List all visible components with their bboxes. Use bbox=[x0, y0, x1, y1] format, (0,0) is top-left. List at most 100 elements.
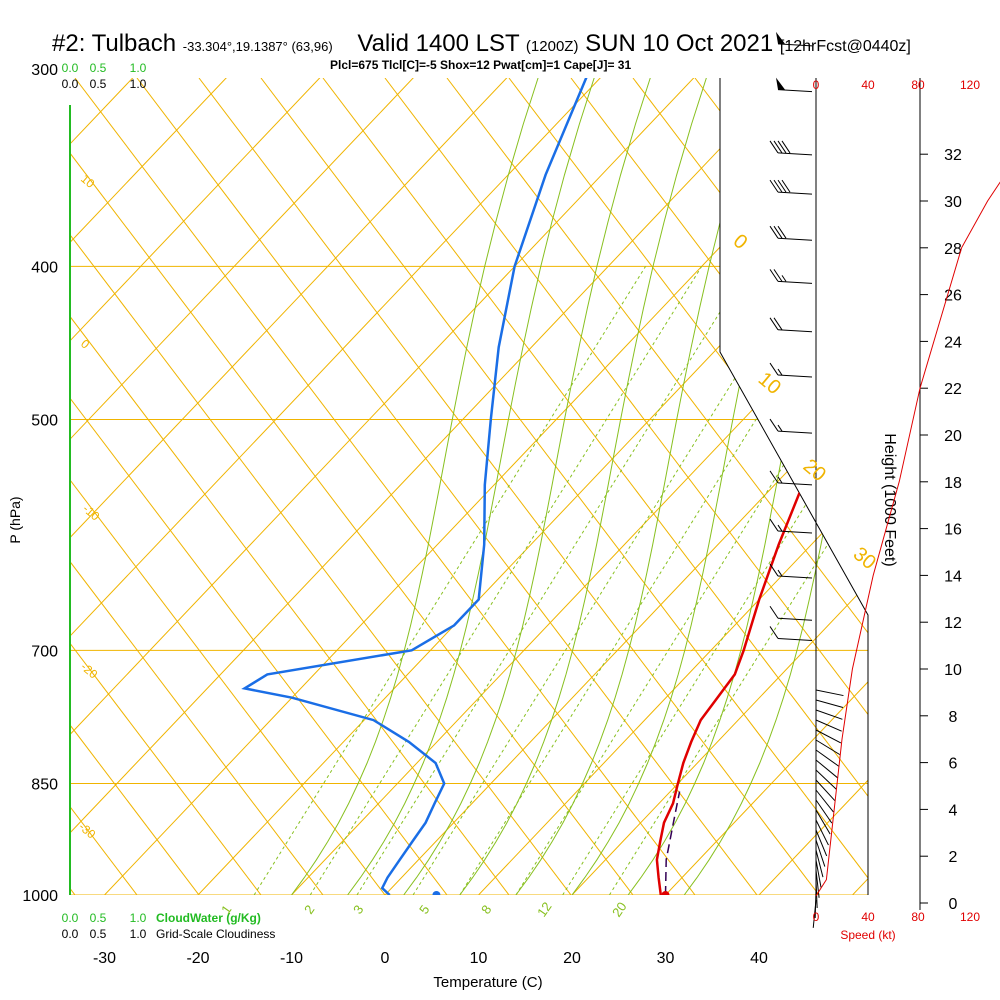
wind-barb-full bbox=[777, 140, 787, 154]
temperature-profile-line bbox=[655, 78, 868, 895]
skewed-guide-line bbox=[758, 78, 868, 895]
station-title: #2: Tulbach bbox=[52, 30, 177, 57]
dry-adiabat-line bbox=[70, 78, 138, 895]
cloud-scale-top-green: 0.5 bbox=[90, 61, 107, 75]
wind-barb-staff bbox=[777, 237, 813, 241]
dry-adiabat-line bbox=[70, 78, 448, 895]
skewed-guide-line bbox=[571, 78, 868, 895]
height-tick-label: 4 bbox=[949, 802, 958, 819]
height-tick-label: 28 bbox=[944, 241, 962, 258]
wind-barb-low bbox=[815, 729, 842, 744]
pressure-tick-label: 1000 bbox=[22, 888, 58, 905]
wind-barb-low bbox=[815, 739, 841, 756]
height-tick-label: 24 bbox=[944, 334, 962, 351]
cloud-scale-top-green: 0.0 bbox=[62, 61, 79, 75]
wind-barb bbox=[769, 470, 813, 486]
chart-header: #2: Tulbach -33.304°,19.1387° (63,96) Va… bbox=[52, 30, 911, 58]
height-tick-label: 18 bbox=[944, 475, 962, 492]
wind-barb-half bbox=[777, 368, 783, 376]
skewed-guide-line bbox=[70, 78, 354, 895]
speed-tick-bottom: 0 bbox=[813, 910, 820, 924]
wind-barb-low bbox=[815, 689, 844, 697]
wind-barb-staff bbox=[777, 152, 813, 156]
wind-barb-half bbox=[777, 524, 783, 532]
wind-barb-full bbox=[769, 362, 779, 376]
wind-barb-pennant bbox=[776, 31, 785, 44]
skewed-guide-line bbox=[70, 78, 448, 895]
moist-adiabat-line bbox=[347, 78, 644, 895]
wind-barb-full bbox=[769, 605, 779, 619]
zulu-time: (1200Z) bbox=[525, 38, 579, 55]
wind-speed-line bbox=[815, 181, 1000, 897]
x-axis-title: Temperature (C) bbox=[433, 974, 542, 991]
wind-barb-full bbox=[769, 418, 779, 432]
wind-barb-half bbox=[777, 476, 783, 484]
dry-adiabat-line bbox=[70, 78, 510, 895]
mixing-ratio-label: 5 bbox=[416, 902, 432, 917]
surface-temperature-dot bbox=[661, 891, 670, 895]
height-tick-label: 30 bbox=[944, 194, 962, 211]
wind-barb-low bbox=[815, 829, 828, 857]
height-tick-label: 8 bbox=[949, 709, 958, 726]
height-tick-label: 0 bbox=[949, 896, 958, 913]
wind-barb bbox=[769, 317, 813, 333]
mixing-ratio-line bbox=[412, 266, 805, 895]
wind-barb-staff bbox=[777, 89, 813, 93]
cloud-scale-bottom-black: 0.0 bbox=[62, 927, 79, 941]
station-coords: -33.304°,19.1387° (63,96) bbox=[182, 39, 333, 54]
cloud-scale-top-black: 0.5 bbox=[90, 77, 107, 91]
dry-adiabat-line bbox=[70, 78, 262, 895]
wind-barb-full bbox=[781, 179, 791, 193]
skewed-guide-line bbox=[70, 78, 261, 895]
pressure-tick-label: 500 bbox=[31, 413, 58, 430]
mixing-ratio-label: 20 bbox=[609, 899, 630, 919]
skewed-guide-line bbox=[852, 78, 868, 895]
skewed-guide-line bbox=[197, 78, 868, 895]
temperature-tick-label: -10 bbox=[280, 950, 303, 967]
wind-barb-full bbox=[769, 518, 779, 532]
wind-barb-full bbox=[777, 225, 787, 239]
speed-tick-top: 80 bbox=[911, 78, 925, 92]
parcel-profile-line bbox=[664, 791, 681, 895]
temperature-tick-label: 20 bbox=[563, 950, 581, 967]
moist-adiabat-line bbox=[459, 78, 756, 895]
cloud-scale-bottom-green: 1.0 bbox=[130, 911, 147, 925]
height-tick-label: 14 bbox=[944, 568, 962, 585]
dry-adiabat-label: -20 bbox=[78, 660, 101, 682]
wind-barb-full bbox=[769, 563, 779, 577]
moist-adiabat-line bbox=[403, 78, 700, 895]
temperature-tick-label: -30 bbox=[93, 950, 116, 967]
wind-barb-full bbox=[773, 317, 783, 331]
height-tick-label: 2 bbox=[949, 849, 958, 866]
dry-adiabat-label: -10 bbox=[80, 502, 103, 524]
wind-barb-low bbox=[815, 719, 842, 732]
wind-barb-low bbox=[815, 779, 836, 801]
dry-adiabat-line bbox=[260, 78, 868, 895]
dry-adiabat-line bbox=[756, 78, 868, 895]
speed-tick-top: 120 bbox=[960, 78, 980, 92]
height-tick-label: 12 bbox=[944, 615, 962, 632]
wind-barb bbox=[769, 269, 813, 284]
wind-barb-low bbox=[815, 819, 829, 846]
speed-tick-top: 40 bbox=[861, 78, 875, 92]
wind-barb-half bbox=[781, 275, 787, 282]
dry-adiabat-line bbox=[384, 78, 868, 895]
wind-barb-full bbox=[769, 317, 779, 331]
height-tick-label: 16 bbox=[944, 522, 962, 539]
dry-adiabat-label: 0 bbox=[78, 337, 92, 352]
wind-barb-low bbox=[815, 859, 822, 888]
temperature-tick-label: 30 bbox=[657, 950, 675, 967]
dry-adiabat-line bbox=[570, 78, 868, 895]
dry-adiabat-line bbox=[0, 78, 13, 895]
wind-barb-staff bbox=[777, 530, 813, 534]
dry-adiabat-line bbox=[70, 78, 200, 895]
wind-barb bbox=[769, 605, 813, 621]
skewed-guide-line bbox=[70, 78, 541, 895]
skewed-guide-line bbox=[70, 78, 635, 895]
wind-barb-low bbox=[815, 849, 824, 878]
dry-adiabat-line bbox=[70, 78, 572, 895]
skewed-guide-line bbox=[70, 78, 728, 895]
temperature-tick-label: 40 bbox=[750, 950, 768, 967]
mixing-ratio-label: 8 bbox=[478, 902, 494, 917]
y-axis-title: P (hPa) bbox=[7, 496, 23, 543]
